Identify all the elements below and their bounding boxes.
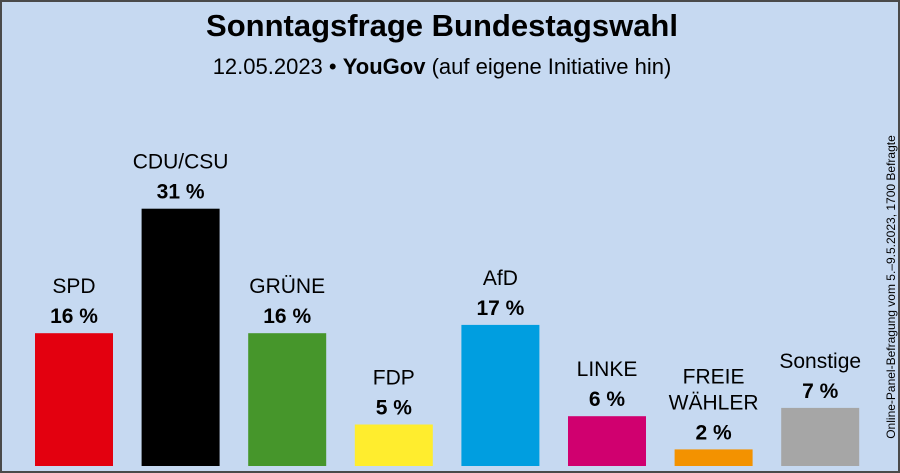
bar-0 [35, 333, 113, 466]
category-label: SPD [52, 275, 95, 298]
bar-6 [674, 449, 753, 466]
value-label: 31 % [157, 181, 205, 204]
value-label: 5 % [376, 397, 413, 420]
bar-chart: 16 % SPD 31 % CDU/CSU 16 % GRÜNE 5 % FDP 17 % AfD… [35, 151, 861, 466]
value-label: 7 % [802, 380, 839, 403]
separator-bullet: • [328, 54, 337, 79]
pollster-name: YouGov [342, 54, 426, 79]
category-label: WÄHLER [669, 391, 759, 414]
bar-5 [568, 416, 646, 466]
chart-subtitle: 12.05.2023 • YouGov (auf eigene Initiati… [2, 54, 882, 80]
category-label: Sonstige [779, 350, 861, 373]
category-label: GRÜNE [249, 275, 325, 298]
value-label: 2 % [696, 421, 733, 444]
bar-1 [141, 208, 220, 466]
value-label: 17 % [476, 297, 524, 320]
chart-title: Sonntagsfrage Bundestagswahl [206, 8, 678, 43]
category-label: AfD [483, 267, 518, 290]
category-label: FDP [373, 367, 415, 390]
bar-2 [248, 333, 327, 466]
category-label: LINKE [577, 358, 638, 381]
category-label: FREIE [683, 365, 745, 388]
value-label: 16 % [50, 305, 98, 328]
bar-3 [354, 424, 433, 466]
value-label: 16 % [263, 305, 311, 328]
survey-info-note: Online-Panel-Befragung vom 5.–9.5.2023, … [884, 135, 898, 439]
bar-4 [461, 324, 540, 466]
value-label: 6 % [589, 388, 626, 411]
poll-date: 12.05.2023 [212, 54, 323, 79]
category-label: CDU/CSU [133, 151, 229, 174]
poll-note: (auf eigene Initiative hin) [431, 54, 672, 79]
bar-7 [781, 407, 860, 466]
